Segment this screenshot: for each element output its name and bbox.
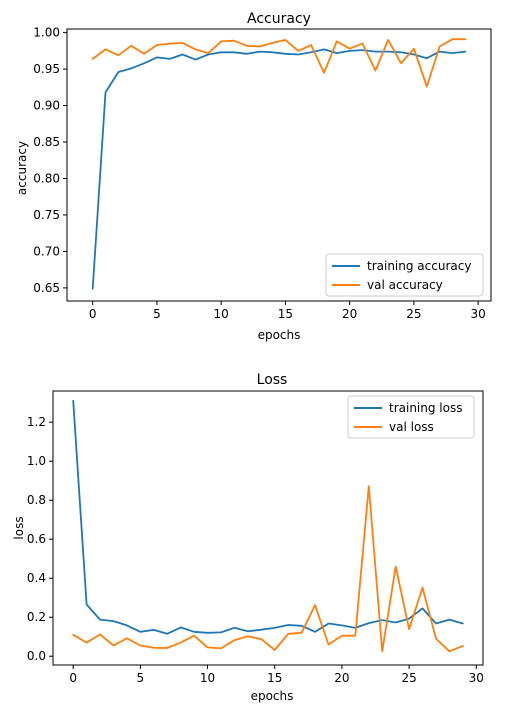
- loss-y-tick-label: 0.4: [27, 571, 46, 585]
- legend-label-training-accuracy: training accuracy: [367, 259, 471, 273]
- loss-x-tick-label: 0: [69, 671, 77, 685]
- series-line-val-loss: [72, 485, 464, 653]
- accuracy-y-axis-label: accuracy: [15, 141, 29, 195]
- loss-y-axis-label: loss: [12, 516, 26, 539]
- accuracy-x-tick-label: 10: [214, 307, 229, 321]
- accuracy-x-tick-label: 0: [89, 307, 97, 321]
- legend-label-training-loss: training loss: [389, 401, 462, 415]
- accuracy-y-tick-label: 0.70: [33, 244, 60, 258]
- accuracy-y-tick-label: 0.65: [33, 281, 60, 295]
- accuracy-legend-box: [325, 253, 484, 297]
- loss-y-tick-label: 0.0: [27, 649, 46, 663]
- loss-chart-title: Loss: [257, 372, 288, 388]
- loss-y-tick-label: 1.0: [27, 454, 46, 468]
- series-line-training-loss: [72, 399, 464, 635]
- loss-y-tick-label: 1.2: [27, 415, 46, 429]
- accuracy-y-tick-label: 0.90: [33, 99, 60, 113]
- loss-y-tick-label: 0.2: [27, 610, 46, 624]
- accuracy-x-tick-label: 30: [471, 307, 486, 321]
- loss-x-axis-label: epochs: [251, 689, 294, 703]
- accuracy-y-tick-label: 0.95: [33, 62, 60, 76]
- accuracy-x-tick-label: 25: [406, 307, 421, 321]
- accuracy-legend: training accuracy val accuracy: [325, 253, 484, 297]
- accuracy-x-tick-label: 20: [342, 307, 357, 321]
- loss-x-tick-label: 20: [334, 671, 349, 685]
- series-line-training-accuracy: [91, 48, 467, 290]
- series-line-val-accuracy: [91, 38, 467, 88]
- accuracy-y-tick-label: 0.75: [33, 208, 60, 222]
- loss-x-tick-label: 5: [137, 671, 145, 685]
- accuracy-x-axis-label: epochs: [258, 328, 301, 342]
- accuracy-y-tick-label: 0.80: [33, 171, 60, 185]
- accuracy-y-tick-label: 1.00: [33, 26, 60, 40]
- loss-x-tick-label: 30: [469, 671, 484, 685]
- loss-x-tick-label: 25: [401, 671, 416, 685]
- loss-plot-frame: [52, 390, 484, 666]
- loss-y-tick-label: 0.6: [27, 532, 46, 546]
- legend-label-val-loss: val loss: [389, 420, 434, 434]
- loss-legend: training loss val loss: [347, 395, 475, 439]
- loss-y-tick-label: 0.8: [27, 493, 46, 507]
- accuracy-chart-title: Accuracy: [247, 11, 311, 27]
- accuracy-y-tick-label: 0.85: [33, 135, 60, 149]
- loss-chart: Loss epochs loss 0 5 10 15 20 25 30 0.0 0.2 0.4 0.…: [12, 372, 484, 703]
- legend-label-val-accuracy: val accuracy: [367, 278, 443, 292]
- accuracy-plot-frame: [66, 28, 492, 302]
- accuracy-chart: Accuracy epochs accuracy 0 5 10 15 20 25 30 0.6…: [15, 11, 492, 342]
- loss-x-tick-label: 10: [200, 671, 215, 685]
- accuracy-x-tick-label: 15: [278, 307, 293, 321]
- accuracy-x-tick-label: 5: [153, 307, 161, 321]
- loss-x-tick-label: 15: [267, 671, 282, 685]
